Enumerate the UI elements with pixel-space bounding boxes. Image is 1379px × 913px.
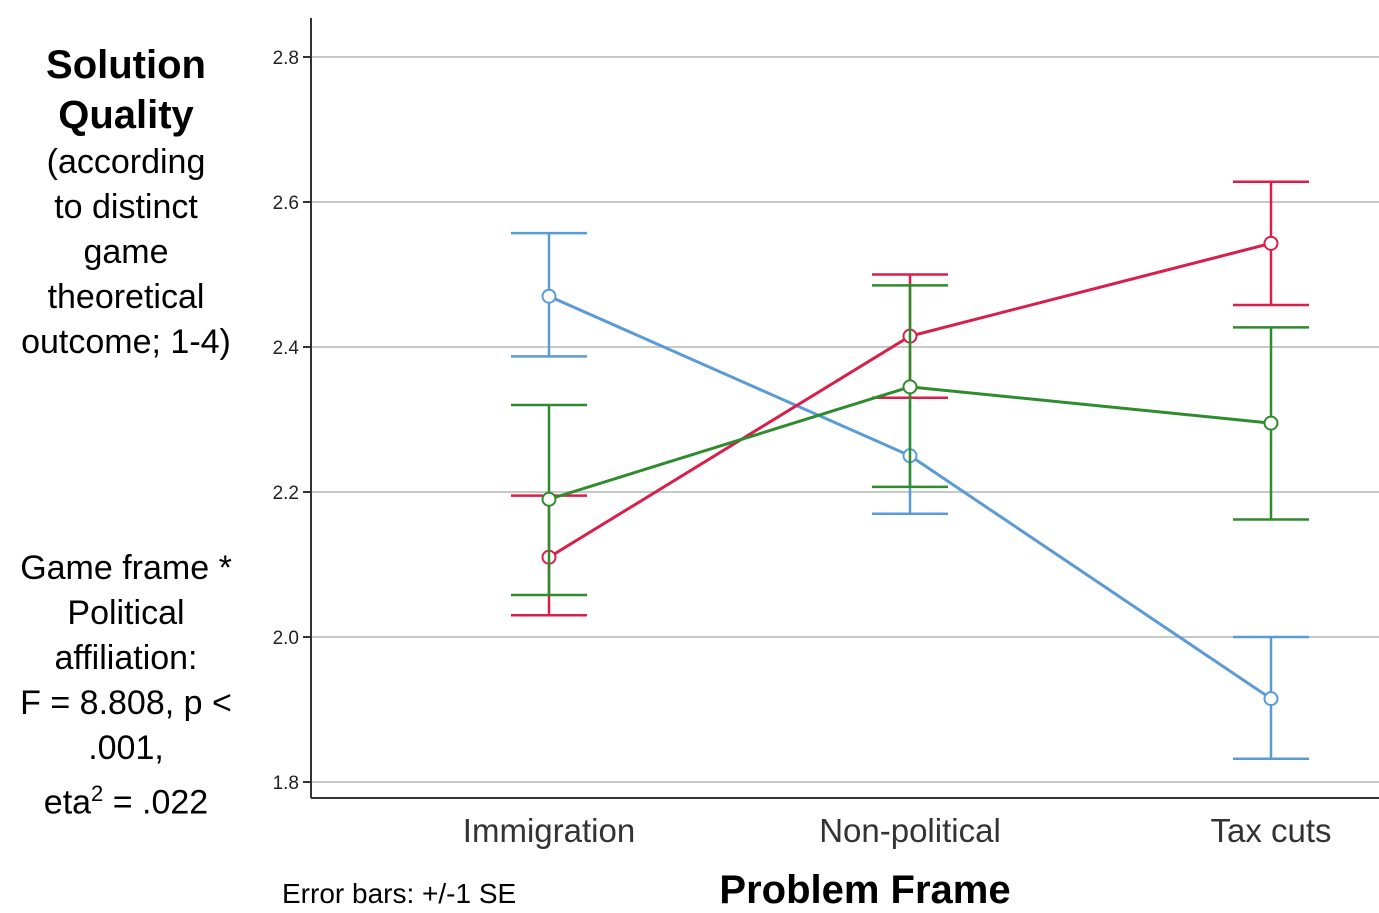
gridlines <box>311 56 1379 783</box>
stats-line3: affiliation: <box>54 639 198 677</box>
y-title-line1: Solution <box>46 43 206 87</box>
x-categories: Immigration Non-political Tax cuts <box>463 812 1332 849</box>
y-ticks: 1.8 2.0 2.2 2.4 2.6 2.8 <box>273 48 311 794</box>
stats-line5: .001, <box>88 729 164 767</box>
y-axis-title: Solution Quality (according to distinct … <box>0 40 252 365</box>
error-bar-note: Error bars: +/-1 SE <box>282 878 517 909</box>
y-tick-label: 1.8 <box>273 773 299 794</box>
x-category-label: Immigration <box>463 812 635 849</box>
y-tick-label: 2.8 <box>273 48 299 69</box>
x-axis-title: Problem Frame <box>719 868 1011 912</box>
y-sub-line3: game <box>83 233 169 271</box>
stats-line4: F = 8.808, p < <box>20 684 232 722</box>
y-sub-line4: theoretical <box>47 278 205 316</box>
stats-line2: Political <box>67 594 185 632</box>
data-point <box>902 379 918 395</box>
data-point <box>1263 235 1279 251</box>
y-tick-label: 2.2 <box>273 483 299 504</box>
data-point <box>1263 415 1279 431</box>
data-point <box>1263 691 1279 707</box>
y-sub-line1: (according <box>46 143 206 181</box>
y-sub-line5: outcome; 1-4) <box>21 323 231 361</box>
stats-eta-value: = .022 <box>103 783 209 822</box>
stats-eta: eta <box>43 783 92 822</box>
y-sub-line2: to distinct <box>54 188 198 226</box>
y-tick-label: 2.0 <box>273 628 299 649</box>
y-title-line2: Quality <box>58 93 194 137</box>
x-category-label: Non-political <box>819 812 1001 849</box>
data-point <box>541 491 557 507</box>
y-tick-label: 2.6 <box>273 193 299 214</box>
stats-line6: eta2 = .022 <box>0 771 252 825</box>
data-point <box>541 288 557 304</box>
series-3 <box>511 284 1309 597</box>
series-group <box>511 180 1309 761</box>
stats-eta-sup: 2 <box>91 781 104 806</box>
stats-annotation: Game frame * Political affiliation: F = … <box>0 546 252 825</box>
x-category-label: Tax cuts <box>1210 812 1331 849</box>
stats-line1: Game frame * <box>20 549 232 587</box>
y-tick-label: 2.4 <box>273 338 300 359</box>
